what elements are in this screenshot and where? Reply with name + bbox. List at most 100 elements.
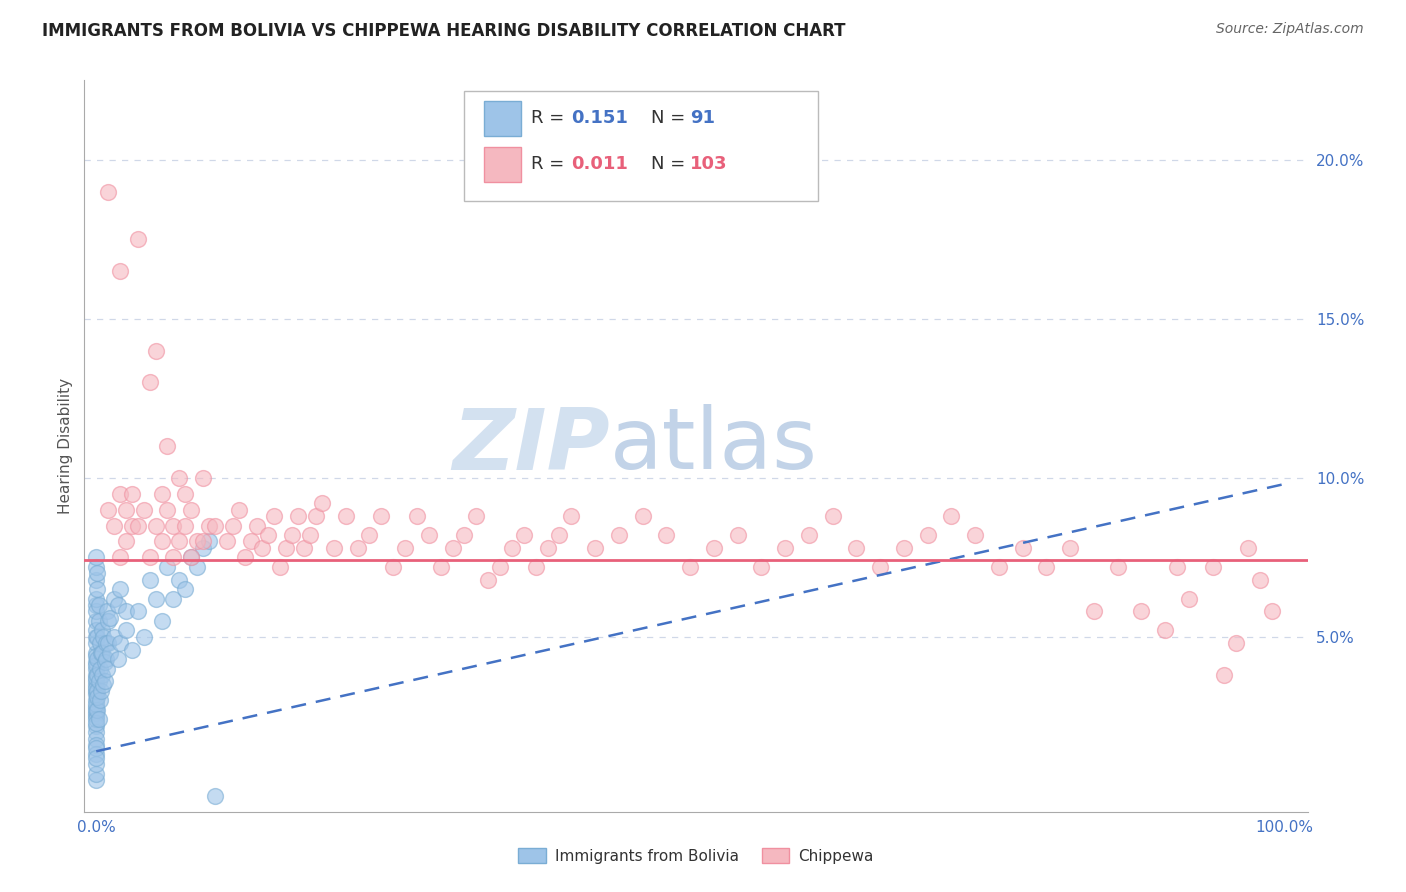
Point (631, 508, 654, 523)
Point (1059, 541, 1081, 555)
Point (108, 486, 131, 500)
Point (145, 518, 167, 533)
Text: ZIP: ZIP (453, 404, 610, 488)
Point (84, 655, 107, 669)
Point (86, 566, 108, 581)
Point (90, 646, 112, 660)
Point (263, 508, 285, 523)
Point (91, 646, 114, 660)
Point (84, 719, 107, 733)
Point (513, 528, 536, 542)
Text: N =: N = (651, 110, 690, 128)
Point (115, 624, 138, 638)
Point (108, 550, 131, 565)
Point (186, 534, 208, 549)
Point (156, 439, 179, 453)
Text: atlas: atlas (610, 404, 818, 488)
Point (322, 541, 344, 555)
Point (359, 528, 381, 542)
Point (86, 684, 108, 698)
Point (103, 518, 125, 533)
Point (84, 550, 107, 565)
Point (150, 486, 173, 500)
Point (84, 658, 107, 673)
Point (84, 573, 107, 587)
Point (108, 636, 131, 650)
Point (93, 677, 115, 691)
Point (893, 541, 915, 555)
Point (121, 642, 143, 657)
Point (536, 541, 558, 555)
Point (84, 715, 107, 730)
Point (174, 518, 197, 533)
Point (821, 508, 844, 523)
Y-axis label: Hearing Disability: Hearing Disability (58, 378, 73, 514)
Point (276, 541, 298, 555)
Point (162, 591, 184, 606)
Point (84, 630, 107, 644)
Point (1166, 559, 1188, 574)
Point (156, 502, 179, 516)
Point (370, 508, 392, 523)
Point (84, 598, 107, 612)
Point (917, 528, 939, 542)
Point (583, 541, 606, 555)
Point (797, 528, 820, 542)
Point (233, 550, 256, 565)
Point (121, 486, 143, 500)
Point (84, 738, 107, 752)
Point (548, 528, 571, 542)
Text: 91: 91 (690, 110, 714, 128)
Point (477, 573, 499, 587)
Point (869, 559, 891, 574)
Point (94, 652, 117, 666)
Point (204, 518, 226, 533)
Point (115, 604, 138, 618)
Point (84, 681, 107, 695)
Point (138, 550, 160, 565)
Point (252, 541, 274, 555)
Point (180, 550, 202, 565)
Point (191, 471, 214, 485)
Point (1035, 559, 1057, 574)
Point (773, 541, 796, 555)
Point (97, 185, 120, 199)
Point (86, 690, 108, 705)
Point (84, 662, 107, 676)
Point (703, 541, 725, 555)
Point (91, 668, 114, 682)
Point (418, 528, 440, 542)
Point (84, 693, 107, 707)
Point (145, 591, 167, 606)
Point (138, 376, 160, 390)
Point (941, 508, 963, 523)
Point (1083, 604, 1105, 618)
Point (655, 528, 678, 542)
Point (84, 636, 107, 650)
Point (84, 699, 107, 714)
Point (89, 636, 111, 650)
Point (108, 582, 131, 596)
Point (96, 604, 118, 618)
Point (245, 518, 267, 533)
Point (84, 766, 107, 780)
Point (174, 486, 197, 500)
Point (84, 677, 107, 691)
Point (169, 573, 191, 587)
Point (84, 757, 107, 772)
Point (84, 604, 107, 618)
Point (93, 674, 115, 689)
Point (132, 630, 155, 644)
Point (84, 624, 107, 638)
Point (145, 343, 167, 358)
Point (93, 630, 115, 644)
Point (1107, 559, 1129, 574)
Point (84, 614, 107, 628)
Point (162, 550, 184, 565)
Point (84, 591, 107, 606)
Point (1249, 573, 1271, 587)
Point (1178, 591, 1201, 606)
Point (86, 630, 108, 644)
Point (292, 541, 315, 555)
Point (107, 598, 129, 612)
